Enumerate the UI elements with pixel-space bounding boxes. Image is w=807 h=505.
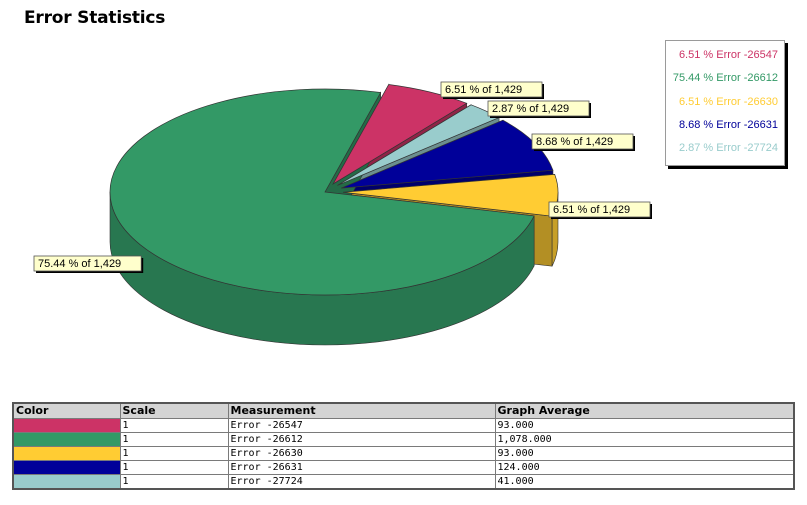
column-header-color: Color bbox=[12, 402, 121, 419]
data-label-text: 6.51 % of 1,429 bbox=[553, 204, 630, 216]
scale-cell: 1 bbox=[119, 446, 229, 461]
graph-average-cell: 93.000 bbox=[494, 446, 795, 461]
measurement-cell: Error -26612 bbox=[227, 432, 496, 447]
data-label: 8.68 % of 1,429 bbox=[531, 133, 635, 151]
color-swatch-cell bbox=[12, 418, 121, 433]
data-label: 6.51 % of 1,429 bbox=[440, 81, 544, 99]
table-row: 1 Error -26630 93.000 bbox=[12, 446, 795, 461]
color-swatch bbox=[14, 433, 119, 446]
scale-cell: 1 bbox=[119, 460, 229, 475]
column-header-scale: Scale bbox=[119, 402, 229, 419]
color-swatch-cell bbox=[12, 446, 121, 461]
data-labels: 6.51 % of 1,429 2.87 % of 1,429 8.68 % of … bbox=[33, 81, 652, 273]
legend-item: 2.87 % Error -27724 bbox=[678, 142, 778, 154]
scale-cell: 1 bbox=[119, 418, 229, 433]
legend-item: 8.68 % Error -26631 bbox=[678, 119, 778, 131]
color-swatch bbox=[14, 461, 119, 474]
graph-average-cell: 93.000 bbox=[494, 418, 795, 433]
color-swatch bbox=[14, 475, 119, 488]
graph-average-cell: 41.000 bbox=[494, 474, 795, 490]
scale-cell: 1 bbox=[119, 474, 229, 490]
measurement-cell: Error -26547 bbox=[227, 418, 496, 433]
data-label: 2.87 % of 1,429 bbox=[487, 100, 591, 118]
pie-slice bbox=[332, 84, 468, 185]
chart-legend: 6.51 % Error -26547 75.44 % Error -26612… bbox=[665, 40, 785, 166]
table-row: 1 Error -26612 1,078.000 bbox=[12, 432, 795, 447]
data-label-text: 75.44 % of 1,429 bbox=[38, 258, 121, 270]
pie-slice bbox=[109, 88, 535, 296]
legend-item: 75.44 % Error -26612 bbox=[672, 72, 778, 84]
data-label-text: 6.51 % of 1,429 bbox=[445, 84, 522, 96]
color-swatch-cell bbox=[12, 432, 121, 447]
table-header-row: Color Scale Measurement Graph Average bbox=[12, 402, 795, 419]
pie-chart: 6.51 % of 1,429 2.87 % of 1,429 8.68 % of … bbox=[33, 81, 652, 346]
pie-tops bbox=[109, 84, 559, 296]
measurement-cell: Error -26630 bbox=[227, 446, 496, 461]
chart-title: Error Statistics bbox=[24, 8, 166, 28]
color-swatch-cell bbox=[12, 474, 121, 490]
data-label: 75.44 % of 1,429 bbox=[33, 255, 144, 273]
graph-average-cell: 1,078.000 bbox=[494, 432, 795, 447]
data-label-text: 2.87 % of 1,429 bbox=[492, 103, 569, 115]
measurement-cell: Error -27724 bbox=[227, 474, 496, 490]
measurement-cell: Error -26631 bbox=[227, 460, 496, 475]
table-row: 1 Error -26631 124.000 bbox=[12, 460, 795, 475]
scale-cell: 1 bbox=[119, 432, 229, 447]
column-header-graph-average: Graph Average bbox=[494, 402, 795, 419]
table-row: 1 Error -27724 41.000 bbox=[12, 474, 795, 490]
column-header-measurement: Measurement bbox=[227, 402, 496, 419]
color-swatch-cell bbox=[12, 460, 121, 475]
data-label-text: 8.68 % of 1,429 bbox=[536, 136, 613, 148]
legend-item: 6.51 % Error -26547 bbox=[678, 49, 778, 61]
color-swatch bbox=[14, 447, 119, 460]
data-label: 6.51 % of 1,429 bbox=[548, 201, 652, 219]
graph-average-cell: 124.000 bbox=[494, 460, 795, 475]
legend-item: 6.51 % Error -26630 bbox=[678, 96, 778, 108]
table-row: 1 Error -26547 93.000 bbox=[12, 418, 795, 433]
color-swatch bbox=[14, 419, 119, 432]
